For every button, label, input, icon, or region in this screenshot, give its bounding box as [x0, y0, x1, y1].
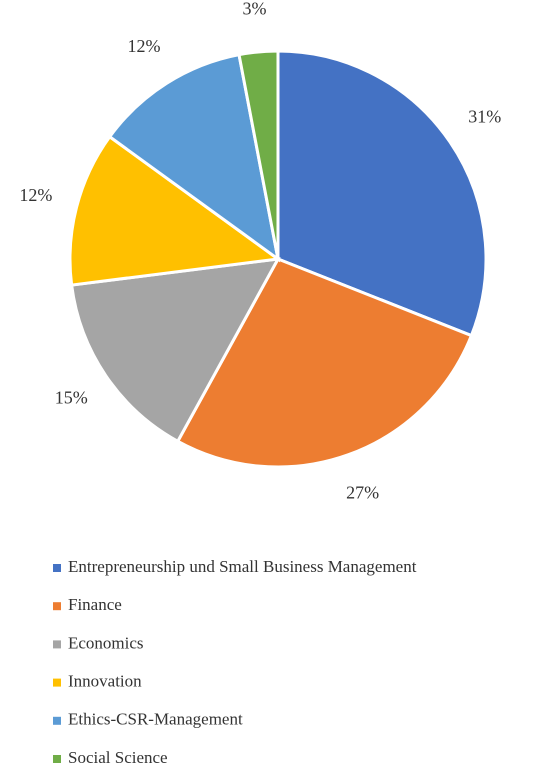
legend-label: Ethics-CSR-Management [68, 710, 243, 729]
legend-label: Innovation [68, 672, 142, 691]
data-label: 15% [55, 388, 88, 408]
pie-slice [237, 49, 280, 260]
legend-label: Economics [68, 633, 144, 652]
legend-swatch [53, 564, 61, 572]
legend-label: Finance [68, 595, 122, 614]
pie-slice [68, 134, 282, 287]
legend-swatch [53, 755, 61, 763]
pie-slice [107, 52, 281, 263]
data-label: 27% [346, 482, 379, 502]
pie-slice [276, 49, 488, 338]
pie-slice [175, 257, 474, 469]
legend-label: Social Science [68, 748, 168, 767]
legend-label: Entrepreneurship und Small Business Mana… [68, 557, 417, 576]
legend-swatch [53, 602, 61, 611]
data-label: 12% [19, 185, 52, 205]
pie-slice [69, 257, 281, 444]
legend-swatch [53, 678, 61, 687]
data-label: 31% [468, 107, 501, 127]
legend-swatch [53, 716, 61, 725]
legend-swatch [53, 640, 61, 649]
data-label: 3% [242, 0, 266, 18]
data-label: 12% [128, 36, 161, 56]
